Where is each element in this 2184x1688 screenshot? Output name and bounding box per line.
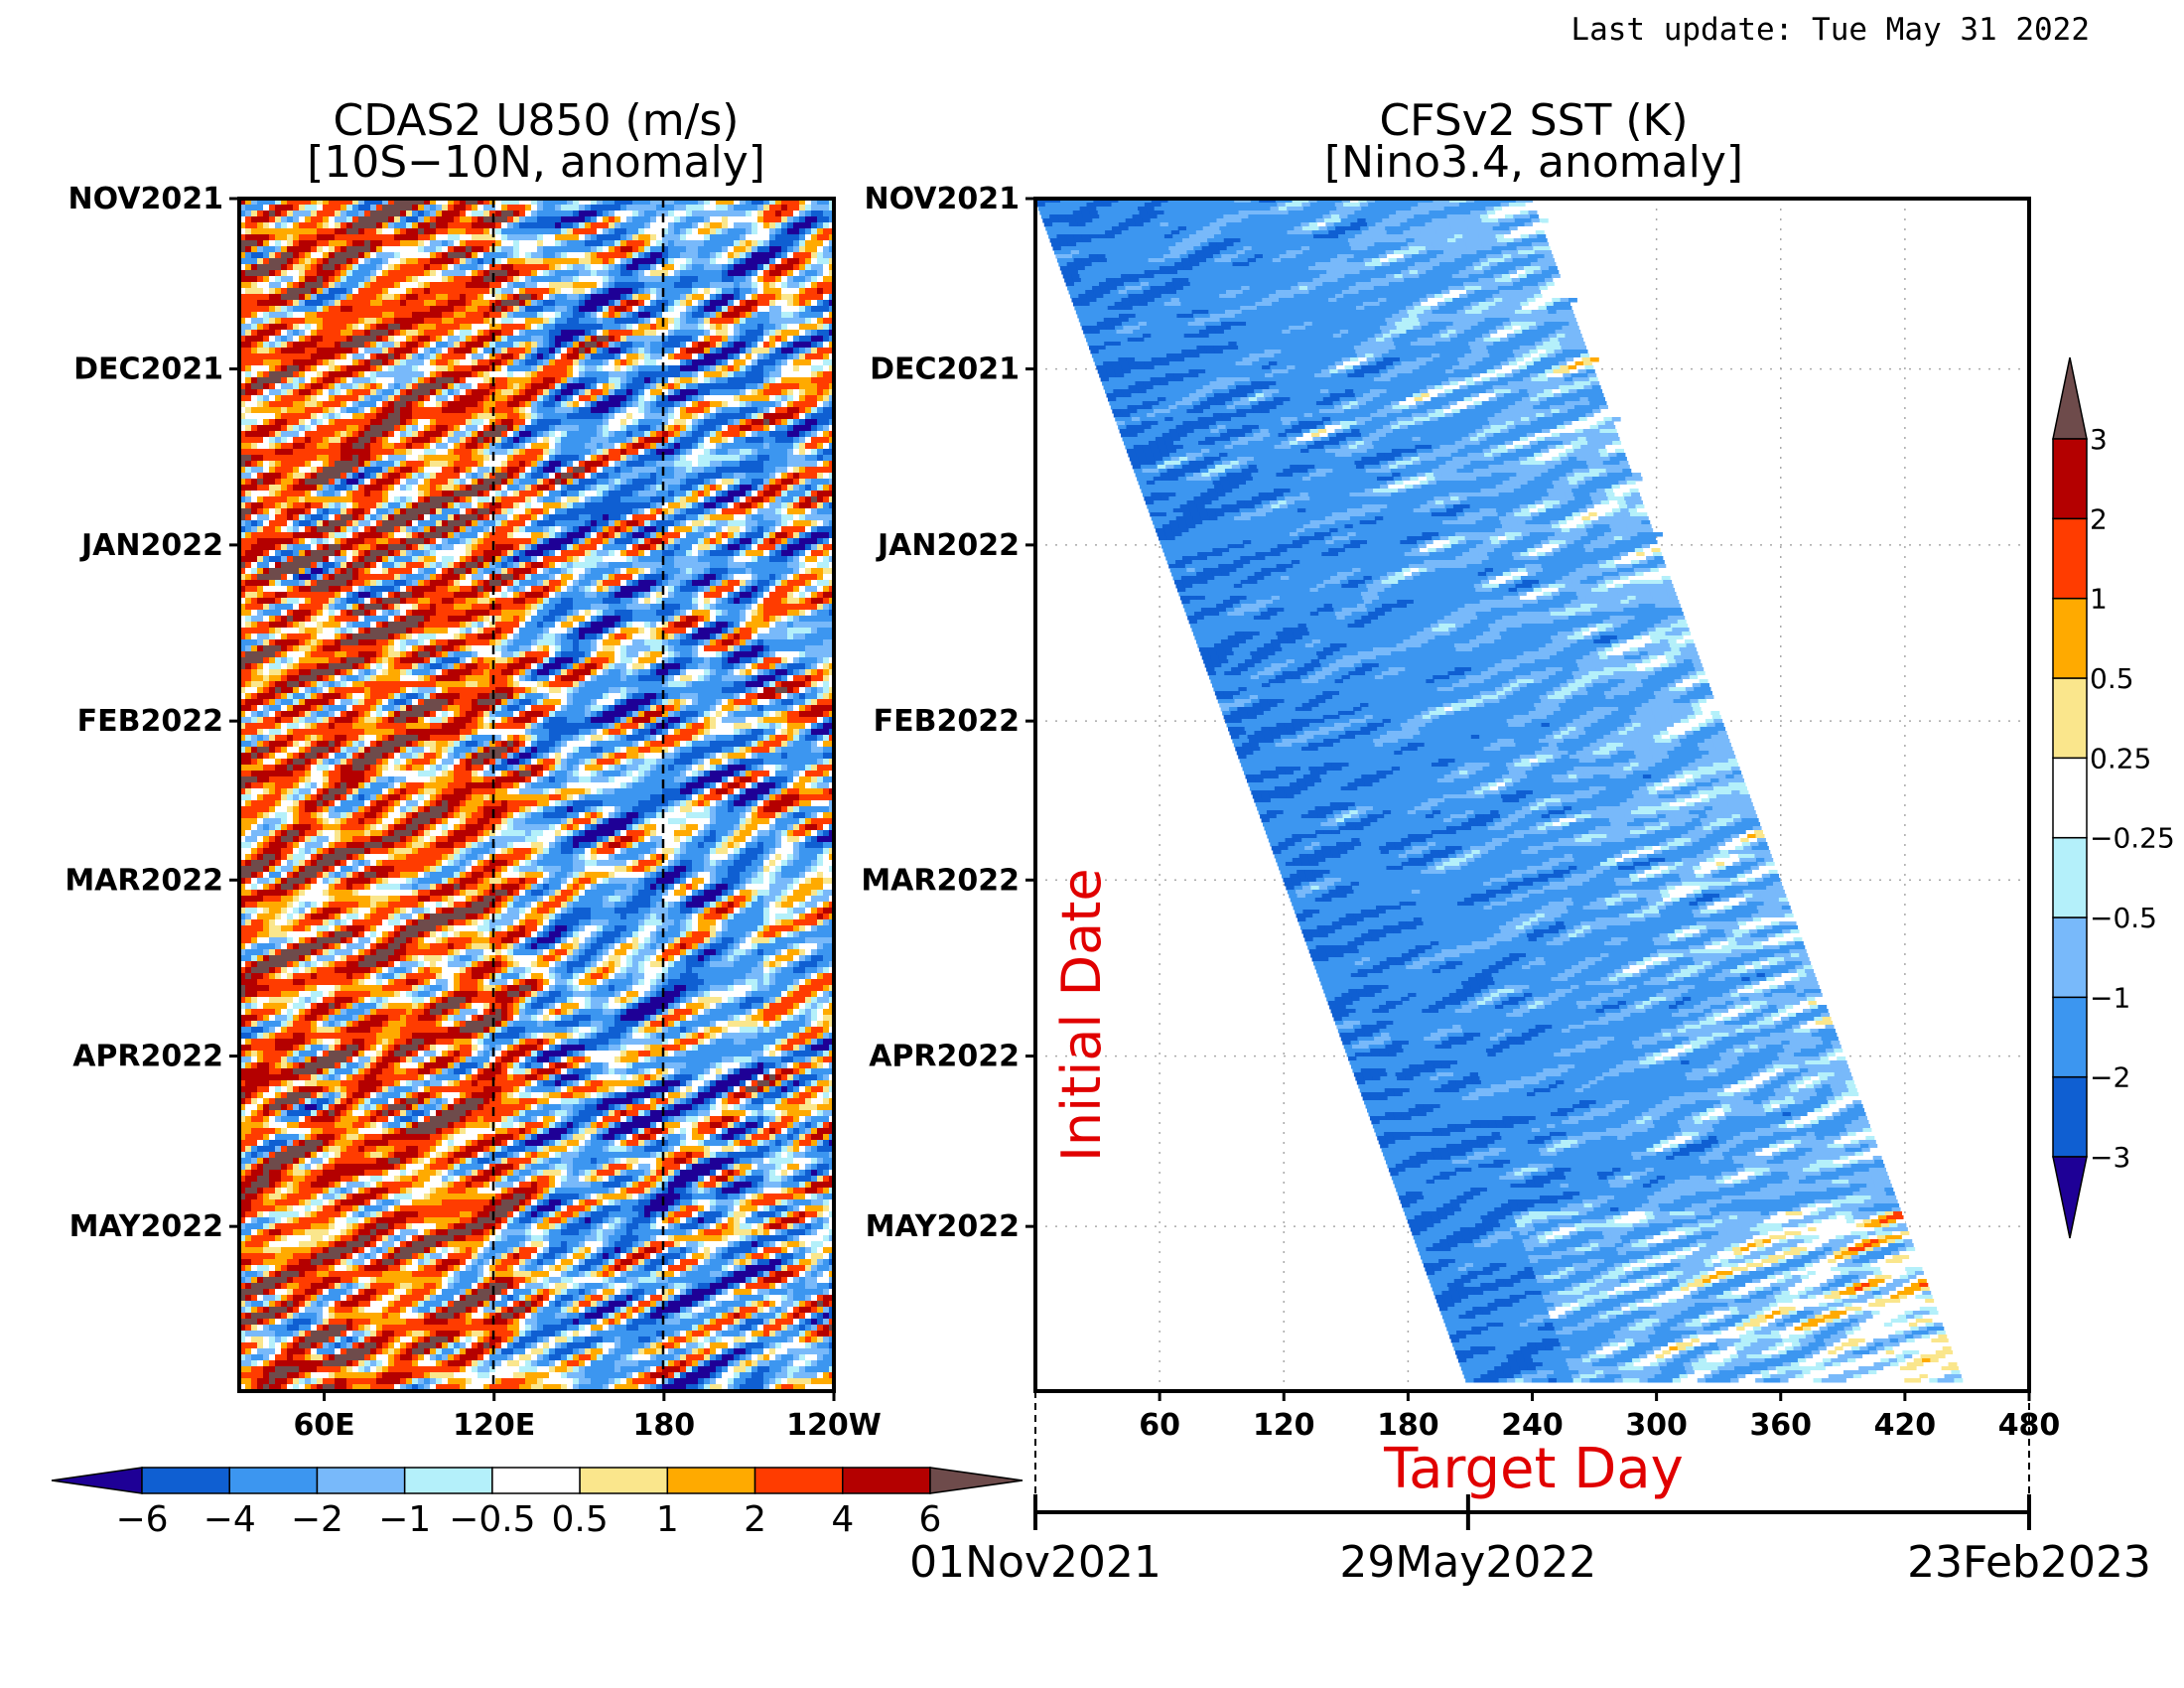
figure: CDAS2 U850 (m/s) [10S−10N, anomaly] NOV2… xyxy=(0,0,2184,1688)
u850-ytick-label: MAY2022 xyxy=(69,1209,223,1244)
u850-colorbar-label: −2 xyxy=(291,1499,343,1540)
sst-date-label: 01Nov2021 xyxy=(909,1537,1161,1588)
sst-panel: CFSv2 SST (K) [Nino3.4, anomaly] NOV2021… xyxy=(861,95,2174,1588)
sst-ytick-label: APR2022 xyxy=(869,1040,1020,1074)
sst-colorbar-label: −0.25 xyxy=(2090,822,2175,855)
u850-colorbar-label: −0.5 xyxy=(449,1499,535,1540)
sst-xtick-label: 60 xyxy=(1139,1408,1180,1443)
sst-colorbar-label: −1 xyxy=(2090,981,2130,1014)
sst-ytick-label: JAN2022 xyxy=(876,528,1020,563)
u850-ytick-label: MAR2022 xyxy=(65,863,223,898)
u850-panel: CDAS2 U850 (m/s) [10S−10N, anomaly] NOV2… xyxy=(52,95,1023,1540)
sst-date-label: 29May2022 xyxy=(1339,1537,1596,1588)
sst-colorbar-label: 1 xyxy=(2090,583,2108,616)
u850-heatmap xyxy=(239,199,836,1397)
u850-xtick-label: 120E xyxy=(453,1408,535,1443)
sst-ylabel: Initial Date xyxy=(1050,868,1113,1162)
u850-ytick-label: JAN2022 xyxy=(79,528,223,563)
sst-colorbar-label: −0.5 xyxy=(2090,902,2157,934)
u850-ytick-label: DEC2021 xyxy=(73,352,223,387)
u850-ytick-label: FEB2022 xyxy=(77,704,223,739)
u850-colorbar: −6 −4 −2 −1 −0.5 0.5 1 2 4 6 xyxy=(52,1468,1023,1540)
sst-xtick-label: 420 xyxy=(1874,1408,1937,1443)
u850-ytick-label: APR2022 xyxy=(72,1040,223,1074)
sst-xtick-label: 120 xyxy=(1253,1408,1315,1443)
sst-colorbar-label: −3 xyxy=(2090,1141,2130,1174)
u850-colorbar-label: 1 xyxy=(656,1499,679,1540)
sst-ytick-label: NOV2021 xyxy=(864,182,1020,216)
u850-xtick-label: 120W xyxy=(786,1408,882,1443)
sst-colorbar-label: 3 xyxy=(2090,423,2108,456)
u850-colorbar-label: 2 xyxy=(744,1499,766,1540)
u850-colorbar-label: 6 xyxy=(919,1499,942,1540)
sst-xtick-label: 480 xyxy=(1998,1408,2061,1443)
sst-colorbar-label: −2 xyxy=(2090,1061,2130,1094)
u850-colorbar-label: −1 xyxy=(378,1499,431,1540)
u850-colorbar-label: 4 xyxy=(831,1499,854,1540)
sst-ytick-label: MAR2022 xyxy=(861,863,1020,898)
sst-colorbar: −3 −2 −1 −0.5 −0.25 0.25 0.5 1 2 3 xyxy=(2053,357,2175,1238)
sst-ytick-label: FEB2022 xyxy=(874,704,1020,739)
u850-colorbar-label: −6 xyxy=(115,1499,168,1540)
sst-ytick-label: DEC2021 xyxy=(870,352,1020,387)
u850-subtitle: [10S−10N, anomaly] xyxy=(307,137,765,188)
sst-colorbar-label: 2 xyxy=(2090,502,2108,535)
sst-xlabel: Target Day xyxy=(1383,1437,1684,1501)
u850-xtick-label: 180 xyxy=(633,1408,696,1443)
sst-date-label: 23Feb2023 xyxy=(1907,1537,2151,1588)
u850-colorbar-label: −4 xyxy=(204,1499,256,1540)
sst-xtick-label: 360 xyxy=(1749,1408,1812,1443)
sst-colorbar-label: 0.5 xyxy=(2090,662,2134,695)
u850-ytick-label: NOV2021 xyxy=(68,182,223,216)
sst-subtitle: [Nino3.4, anomaly] xyxy=(1324,137,1743,188)
u850-xtick-label: 60E xyxy=(293,1408,354,1443)
u850-colorbar-label: 0.5 xyxy=(551,1499,608,1540)
sst-ytick-label: MAY2022 xyxy=(866,1209,1020,1244)
sst-colorbar-label: 0.25 xyxy=(2090,742,2151,774)
sst-heatmap xyxy=(1035,199,1963,1383)
